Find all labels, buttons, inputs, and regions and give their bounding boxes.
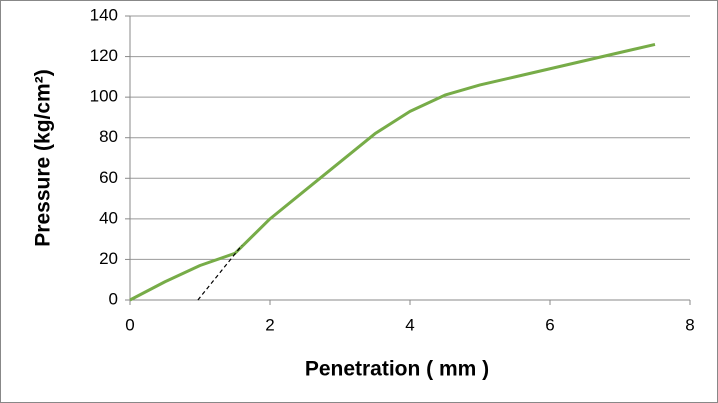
y-tick-label: 140 bbox=[90, 5, 118, 24]
x-tick-label: 4 bbox=[405, 315, 414, 334]
dashed-line bbox=[197, 244, 243, 301]
x-tick-label: 8 bbox=[685, 315, 694, 334]
x-axis-title: Penetration ( mm ) bbox=[305, 358, 489, 381]
y-tick-label: 0 bbox=[109, 289, 118, 308]
y-tick-label: 100 bbox=[90, 87, 118, 106]
data-line bbox=[129, 42, 656, 302]
y-tick-label: 60 bbox=[99, 168, 118, 187]
x-tick-label: 2 bbox=[265, 315, 274, 334]
y-tick-label: 40 bbox=[99, 208, 118, 227]
y-tick-label: 120 bbox=[90, 46, 118, 65]
x-tick-label: 6 bbox=[545, 315, 554, 334]
x-tick-label: 0 bbox=[125, 315, 134, 334]
y-tick-label: 80 bbox=[99, 127, 118, 146]
y-axis-title: Pressure (kg/cm²) bbox=[32, 69, 55, 246]
y-tick-label: 20 bbox=[99, 249, 118, 268]
